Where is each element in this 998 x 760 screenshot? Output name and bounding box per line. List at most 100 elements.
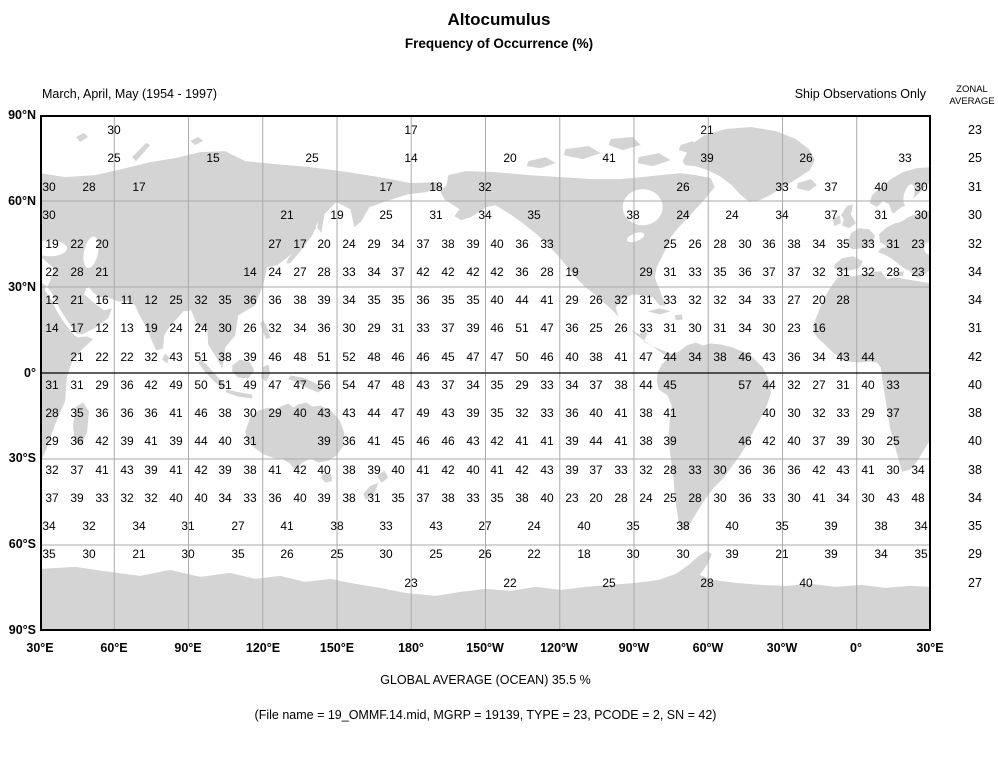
- grid-value: 31: [713, 321, 727, 335]
- grid-value: 28: [45, 406, 59, 420]
- grid-value: 33: [466, 491, 480, 505]
- grid-value: 40: [317, 463, 331, 477]
- grid-value: 23: [404, 576, 418, 590]
- grid-value: 34: [911, 463, 925, 477]
- zonal-header-line2: AVERAGE: [949, 96, 995, 107]
- grid-value: 45: [391, 434, 405, 448]
- page-subtitle: Frequency of Occurrence (%): [404, 36, 594, 51]
- grid-value: 36: [416, 293, 430, 307]
- grid-value: 46: [416, 434, 430, 448]
- grid-value: 42: [194, 463, 208, 477]
- grid-value: 41: [861, 463, 875, 477]
- grid-value: 30: [713, 491, 727, 505]
- grid-value: 28: [663, 463, 677, 477]
- grid-value: 41: [95, 463, 109, 477]
- land-madagascar: [73, 402, 90, 446]
- grid-value: 39: [144, 463, 158, 477]
- lon-label: 90°W: [618, 641, 650, 655]
- grid-value: 33: [762, 491, 776, 505]
- grid-value: 22: [70, 237, 84, 251]
- grid-value: 44: [663, 350, 677, 364]
- grid-value: 40: [577, 519, 591, 533]
- grid-value: 30: [886, 463, 900, 477]
- zonal-value: 31: [968, 180, 982, 194]
- grid-value: 31: [836, 378, 850, 392]
- grid-value: 42: [490, 265, 504, 279]
- grid-value: 28: [886, 265, 900, 279]
- grid-value: 44: [861, 350, 875, 364]
- grid-value: 34: [688, 350, 702, 364]
- grid-value: 32: [639, 463, 653, 477]
- grid-value: 39: [700, 151, 714, 165]
- grid-value: 23: [787, 321, 801, 335]
- grid-value: 40: [391, 463, 405, 477]
- grid-value: 22: [95, 350, 109, 364]
- grid-value: 28: [540, 265, 554, 279]
- grid-value: 25: [169, 293, 183, 307]
- grid-value: 42: [95, 434, 109, 448]
- grid-value: 31: [886, 237, 900, 251]
- grid-value: 47: [268, 378, 282, 392]
- grid-value: 35: [231, 547, 245, 561]
- grid-value: 40: [194, 491, 208, 505]
- grid-value: 43: [466, 434, 480, 448]
- grid-value: 14: [404, 151, 418, 165]
- grid-value: 41: [280, 519, 294, 533]
- grid-value: 28: [614, 491, 628, 505]
- lon-label: 150°E: [319, 641, 355, 655]
- land-italy: [877, 246, 913, 271]
- grid-value: 24: [169, 321, 183, 335]
- grid-value: 37: [812, 434, 826, 448]
- grid-value: 22: [120, 350, 134, 364]
- grid-value: 39: [70, 491, 84, 505]
- grid-value: 29: [367, 237, 381, 251]
- grid-value: 29: [367, 321, 381, 335]
- grid-value: 45: [441, 350, 455, 364]
- zonal-value: 40: [968, 434, 982, 448]
- grid-value: 44: [639, 378, 653, 392]
- world-map-svg: [32, 115, 935, 631]
- grid-value: 36: [243, 293, 257, 307]
- land-eurasia: [40, 151, 444, 369]
- zonal-value: 42: [968, 350, 982, 364]
- grid-value: 35: [466, 293, 480, 307]
- grid-value: 40: [861, 378, 875, 392]
- grid-value: 31: [391, 321, 405, 335]
- grid-value: 37: [45, 491, 59, 505]
- grid-value: 17: [70, 321, 84, 335]
- grid-value: 35: [441, 293, 455, 307]
- grid-value: 36: [342, 434, 356, 448]
- sea-hudson-bay: [622, 189, 663, 226]
- grid-value: 38: [218, 406, 232, 420]
- land-svalbard: [76, 133, 89, 143]
- grid-value: 38: [626, 208, 640, 222]
- grid-value: 21: [775, 547, 789, 561]
- grid-value: 34: [478, 208, 492, 222]
- grid-value: 27: [478, 519, 492, 533]
- grid-value: 33: [95, 491, 109, 505]
- grid-value: 34: [391, 237, 405, 251]
- grid-value: 19: [45, 237, 59, 251]
- grid-value: 36: [120, 378, 134, 392]
- grid-value: 36: [95, 406, 109, 420]
- grid-value: 22: [527, 547, 541, 561]
- grid-value: 37: [589, 463, 603, 477]
- grid-value: 33: [688, 463, 702, 477]
- land-java: [226, 389, 253, 399]
- land-borneo: [232, 359, 255, 379]
- grid-value: 41: [169, 463, 183, 477]
- grid-value: 23: [565, 491, 579, 505]
- grid-value: 25: [305, 151, 319, 165]
- grid-value: 36: [268, 491, 282, 505]
- grid-value: 39: [317, 434, 331, 448]
- grid-value: 38: [639, 434, 653, 448]
- grid-value: 17: [132, 180, 146, 194]
- grid-value: 28: [70, 265, 84, 279]
- grid-value: 29: [515, 378, 529, 392]
- grid-value: 28: [688, 491, 702, 505]
- grid-value: 26: [676, 180, 690, 194]
- grid-value: 34: [342, 293, 356, 307]
- grid-value: 51: [515, 321, 529, 335]
- grid-value: 30: [379, 547, 393, 561]
